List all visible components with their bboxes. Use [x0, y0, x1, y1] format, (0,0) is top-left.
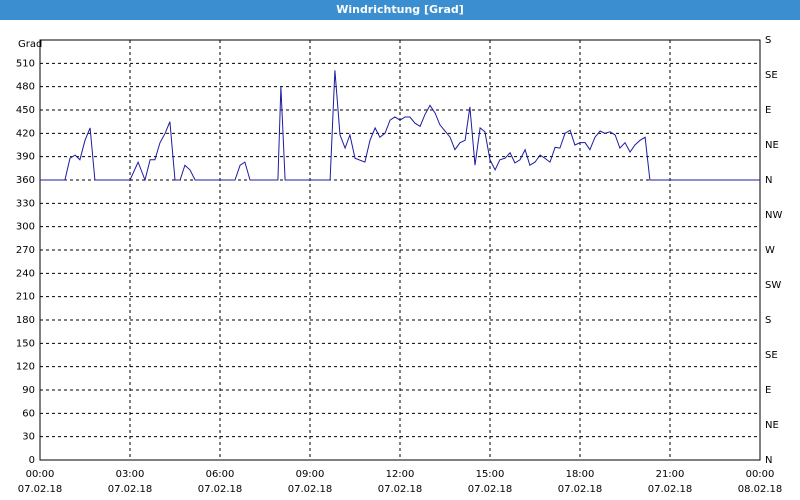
- x-tick-label: 21:00: [656, 469, 685, 480]
- y2-tick-label: W: [765, 245, 775, 256]
- y-tick-label: 360: [16, 175, 35, 186]
- y-tick-label: 450: [16, 105, 35, 116]
- y2-tick-label: SE: [765, 350, 778, 361]
- x-tick-date: 07.02.18: [468, 484, 513, 495]
- y-tick-label: 150: [16, 338, 35, 349]
- x-tick-label: 18:00: [566, 469, 595, 480]
- y-tick-label: 420: [16, 128, 35, 139]
- x-tick-label: 00:00: [746, 469, 775, 480]
- y-tick-label: 60: [22, 408, 35, 419]
- y-tick-label: 480: [16, 82, 35, 93]
- y-tick-label: 300: [16, 222, 35, 233]
- x-tick-label: 15:00: [476, 469, 505, 480]
- x-tick-date: 07.02.18: [108, 484, 153, 495]
- y-tick-label: 180: [16, 315, 35, 326]
- y2-tick-label: S: [765, 315, 771, 326]
- y2-tick-label: NE: [765, 420, 779, 431]
- y-axis-label: Grad: [18, 39, 42, 50]
- y2-tick-label: S: [765, 35, 771, 46]
- x-tick-label: 12:00: [386, 469, 415, 480]
- x-tick-label: 00:00: [26, 469, 55, 480]
- x-tick-label: 09:00: [296, 469, 325, 480]
- x-tick-date: 07.02.18: [378, 484, 423, 495]
- y-tick-label: 390: [16, 152, 35, 163]
- y2-tick-label: N: [765, 455, 772, 466]
- y-tick-label: 240: [16, 268, 35, 279]
- chart: Grad 0 30 60 90 120 150 180 210 240 270 300 330 360 3…: [16, 35, 783, 495]
- x-tick-date: 07.02.18: [558, 484, 603, 495]
- y-tick-label: 510: [16, 58, 35, 69]
- x-tick-date: 07.02.18: [198, 484, 243, 495]
- y2-tick-label: NW: [765, 210, 782, 221]
- x-tick-date: 07.02.18: [18, 484, 63, 495]
- x-tick-date: 07.02.18: [648, 484, 693, 495]
- y-tick-label: 0: [29, 455, 35, 466]
- data-line: [40, 70, 760, 182]
- y2-tick-label: NE: [765, 140, 779, 151]
- plot-border: [39, 39, 761, 461]
- chart-title: Windrichtung [Grad]: [0, 0, 800, 20]
- y-tick-label: 120: [16, 362, 35, 373]
- y2-tick-label: E: [765, 105, 771, 116]
- y-tick-label: 90: [22, 385, 35, 396]
- y-tick-label: 330: [16, 198, 35, 209]
- x-tick-date: 08.02.18: [738, 484, 783, 495]
- x-tick-label: 03:00: [116, 469, 145, 480]
- y2-tick-label: E: [765, 385, 771, 396]
- y2-tick-label: SW: [765, 280, 781, 291]
- y2-tick-label: SE: [765, 70, 778, 81]
- y-tick-label: 30: [22, 432, 35, 443]
- x-tick-label: 06:00: [206, 469, 235, 480]
- y2-tick-label: N: [765, 175, 772, 186]
- y-tick-label: 210: [16, 292, 35, 303]
- x-tick-date: 07.02.18: [288, 484, 333, 495]
- y-tick-label: 270: [16, 245, 35, 256]
